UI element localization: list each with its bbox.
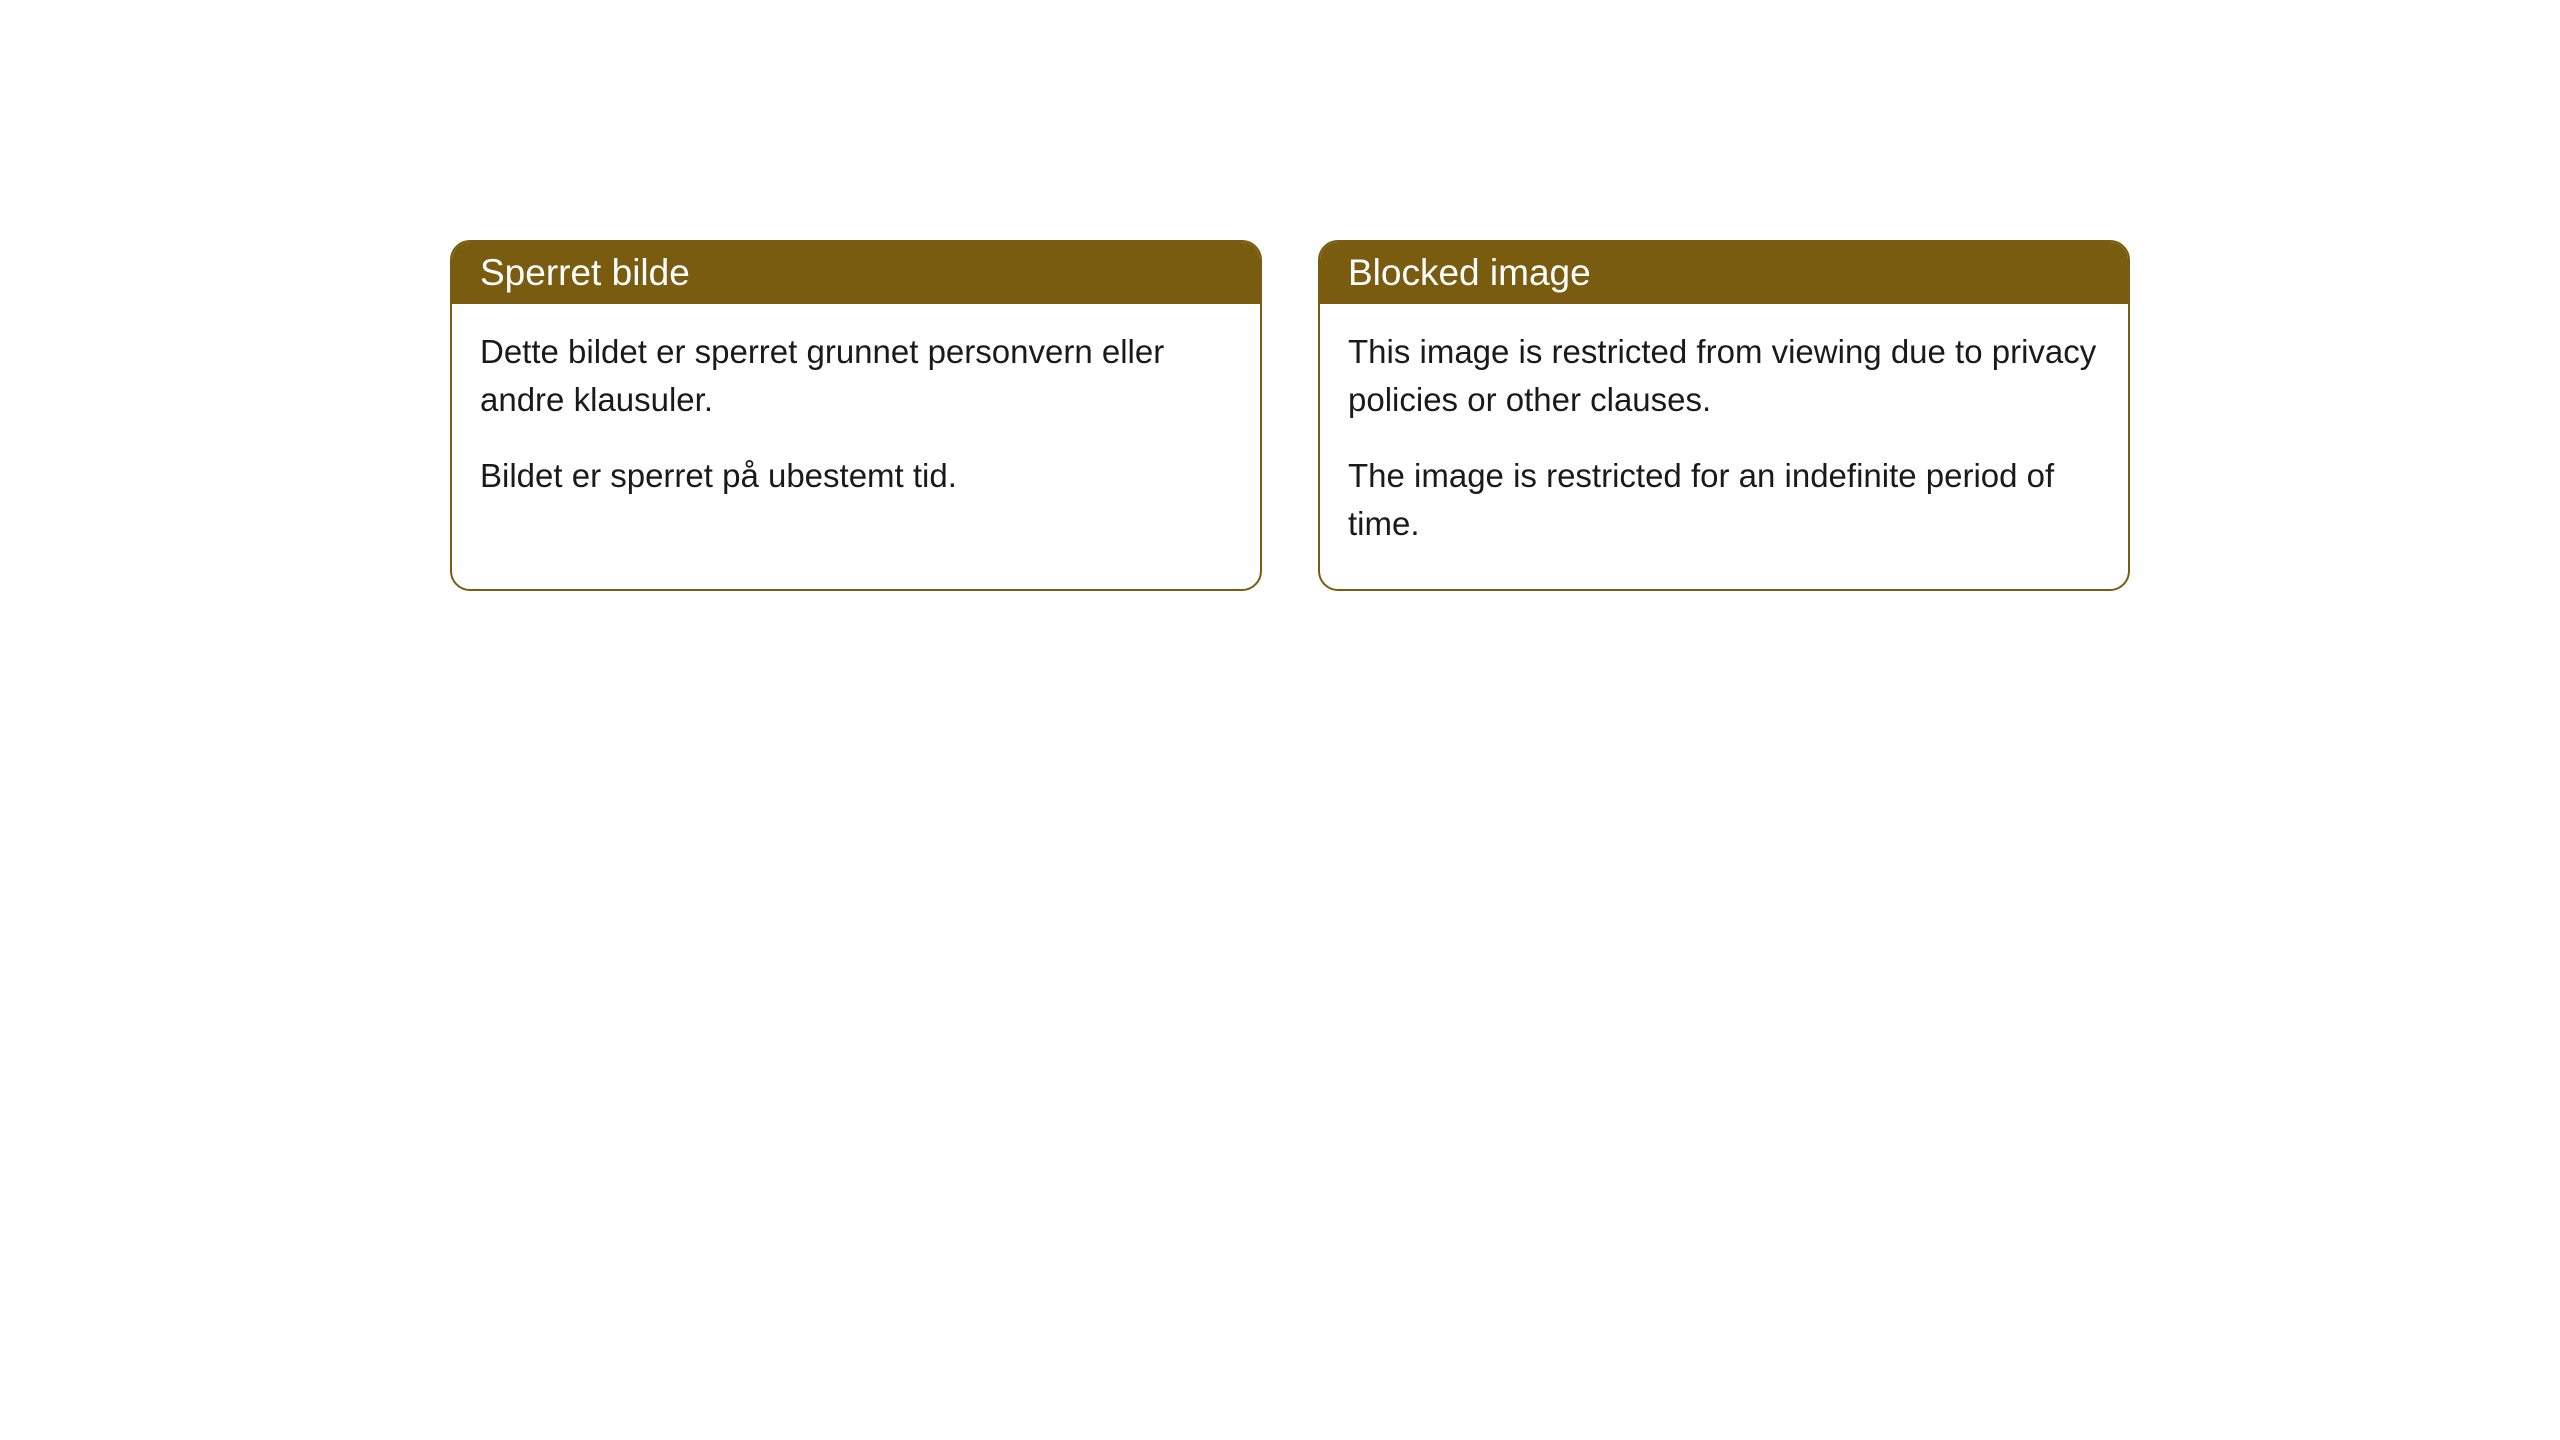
card-title: Blocked image [1348, 252, 1591, 293]
card-body: Dette bildet er sperret grunnet personve… [452, 304, 1260, 542]
notice-cards-container: Sperret bilde Dette bildet er sperret gr… [450, 240, 2130, 591]
card-body: This image is restricted from viewing du… [1320, 304, 2128, 589]
card-header: Sperret bilde [452, 242, 1260, 304]
notice-card-norwegian: Sperret bilde Dette bildet er sperret gr… [450, 240, 1262, 591]
card-header: Blocked image [1320, 242, 2128, 304]
card-paragraph: Dette bildet er sperret grunnet personve… [480, 328, 1232, 424]
card-paragraph: This image is restricted from viewing du… [1348, 328, 2100, 424]
card-title: Sperret bilde [480, 252, 690, 293]
notice-card-english: Blocked image This image is restricted f… [1318, 240, 2130, 591]
card-paragraph: The image is restricted for an indefinit… [1348, 452, 2100, 548]
card-paragraph: Bildet er sperret på ubestemt tid. [480, 452, 1232, 500]
